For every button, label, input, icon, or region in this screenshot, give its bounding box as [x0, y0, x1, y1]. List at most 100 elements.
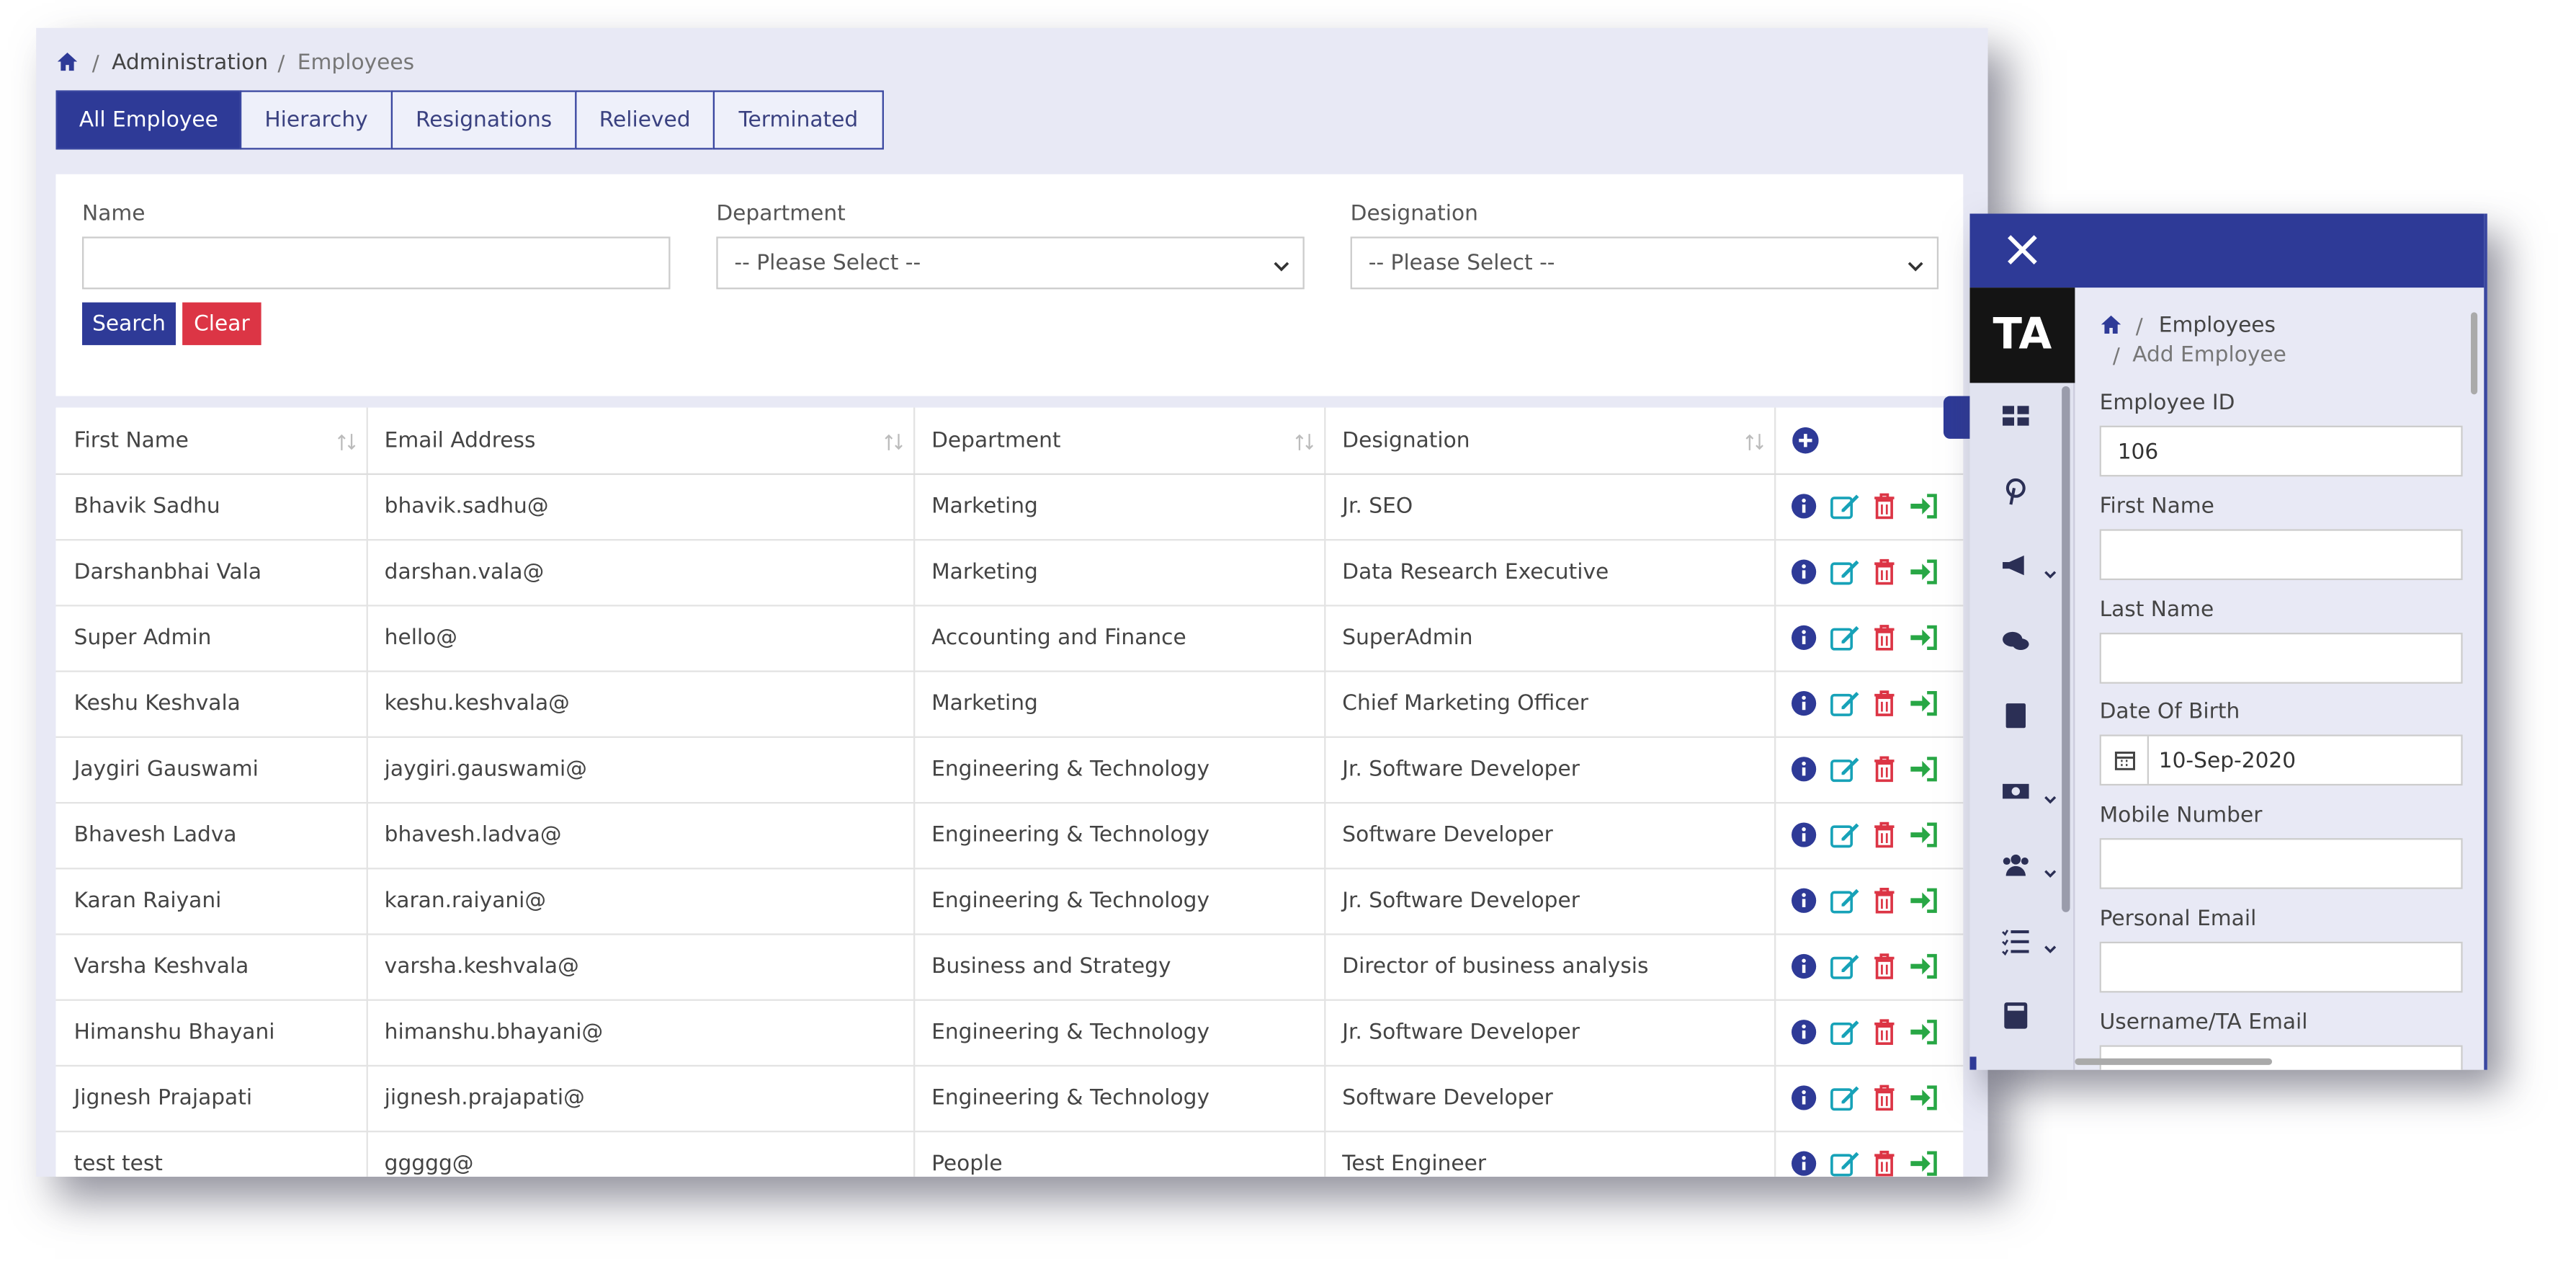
row-action[interactable] — [1909, 690, 1938, 716]
row-action[interactable] — [1830, 953, 1860, 979]
row-action[interactable] — [1830, 756, 1860, 783]
tab[interactable]: Relieved — [575, 90, 715, 150]
sort-icon[interactable] — [884, 432, 903, 452]
table-cell: Accounting and Finance — [931, 625, 1186, 651]
row-action[interactable] — [1791, 493, 1820, 519]
row-action[interactable] — [1830, 690, 1860, 716]
row-action[interactable] — [1909, 625, 1938, 651]
row-action[interactable] — [1909, 1085, 1938, 1110]
tab[interactable]: Terminated — [712, 90, 884, 150]
breadcrumb-link[interactable]: Employees — [2158, 313, 2276, 339]
filter-label: Designation — [1350, 202, 1479, 227]
bottom-scrollbar — [2075, 1058, 2273, 1065]
row-action[interactable] — [1873, 690, 1902, 716]
row-action[interactable] — [1791, 558, 1820, 584]
nav-icon[interactable] — [2001, 851, 2031, 881]
row-action[interactable] — [1873, 1150, 1902, 1177]
nav-icon[interactable] — [2001, 926, 2031, 956]
row-action[interactable] — [1830, 1019, 1860, 1046]
button[interactable]: Search — [82, 302, 176, 345]
row-action[interactable] — [1873, 493, 1902, 520]
row-action[interactable] — [1791, 756, 1820, 782]
table-cell: Engineering & Technology — [931, 823, 1210, 848]
filter-input[interactable]: -- Please Select -- — [716, 236, 1305, 290]
row-action[interactable] — [1909, 1150, 1938, 1176]
row-action[interactable] — [1791, 1085, 1820, 1110]
nav-icon[interactable] — [2001, 403, 2031, 432]
field-input[interactable] — [2099, 528, 2463, 580]
field-input[interactable] — [2099, 941, 2463, 993]
sort-icon[interactable] — [1294, 432, 1314, 452]
row-action[interactable] — [1873, 756, 1902, 783]
row-action[interactable] — [1873, 1019, 1902, 1046]
row-action[interactable] — [1791, 1150, 1820, 1176]
tab[interactable]: All Employee — [55, 90, 242, 150]
row-action[interactable] — [1791, 690, 1820, 716]
row-action[interactable] — [1830, 1150, 1860, 1177]
bottom-accent — [1969, 1056, 1977, 1070]
nav-icon[interactable] — [2001, 777, 2031, 806]
row-action[interactable] — [1830, 888, 1860, 914]
row-action[interactable] — [1791, 888, 1820, 914]
tab[interactable]: Resignations — [390, 90, 577, 150]
field-input[interactable] — [2099, 1044, 2463, 1070]
row-action[interactable] — [1873, 821, 1902, 848]
row-action[interactable] — [1909, 953, 1938, 979]
row-action[interactable] — [1873, 1085, 1902, 1111]
filter-input[interactable] — [82, 236, 671, 290]
row-action[interactable] — [1791, 1019, 1820, 1045]
logo-box: TA — [1969, 288, 2075, 383]
row-action[interactable] — [1909, 493, 1938, 519]
row-action[interactable] — [1873, 953, 1902, 979]
field-input[interactable]: 106 — [2099, 425, 2463, 477]
row-action[interactable] — [1873, 625, 1902, 651]
row-border — [55, 1131, 1964, 1133]
row-action[interactable] — [1873, 887, 1902, 914]
settings-tab[interactable] — [1943, 396, 1974, 439]
row-action[interactable] — [1830, 625, 1860, 651]
row-action[interactable] — [1791, 625, 1820, 651]
row-action[interactable] — [1830, 1085, 1860, 1111]
row-action[interactable] — [1830, 821, 1860, 848]
table-cell: test test — [73, 1152, 163, 1177]
nav-icon[interactable] — [2001, 702, 2031, 731]
table-cell: Director of business analysis — [1342, 955, 1649, 980]
breadcrumb-link[interactable]: Administration — [112, 50, 269, 76]
row-action[interactable] — [1909, 1019, 1938, 1045]
row-action[interactable] — [1909, 821, 1938, 847]
nav-icon[interactable] — [2001, 552, 2031, 582]
row-border — [55, 539, 1964, 541]
table-cell: bhavik.sadhu@ — [384, 494, 549, 520]
field-input[interactable]: 10-Sep-2020 — [2099, 735, 2463, 787]
field-input[interactable] — [2099, 632, 2463, 683]
add-employee-panel: TA / Employees / Add Employee Employee ID 106 F… — [1969, 213, 2487, 1070]
table-cell: Varsha Keshvala — [73, 955, 249, 980]
add-button[interactable] — [1792, 427, 1819, 454]
chevron — [1908, 257, 1924, 272]
sort-icon[interactable] — [1745, 432, 1764, 452]
nav-chevron — [2044, 861, 2057, 878]
row-action[interactable] — [1873, 558, 1902, 585]
table-cell: Engineering & Technology — [931, 1086, 1210, 1111]
row-action[interactable] — [1909, 558, 1938, 584]
nav-icon[interactable] — [2001, 1001, 2031, 1030]
table-cell: Karan Raiyani — [73, 889, 222, 914]
tab[interactable]: Hierarchy — [239, 90, 393, 150]
nav-icon[interactable] — [2001, 627, 2031, 656]
filter-input[interactable]: -- Please Select -- — [1350, 236, 1939, 290]
row-action[interactable] — [1791, 953, 1820, 979]
field-input[interactable] — [2099, 838, 2463, 890]
button[interactable]: Clear — [182, 302, 261, 345]
nav-icon[interactable] — [2001, 477, 2031, 507]
row-action[interactable] — [1830, 558, 1860, 585]
table-cell: varsha.keshvala@ — [384, 955, 579, 980]
table-cell: jaygiri.gauswami@ — [384, 757, 587, 783]
row-action[interactable] — [1909, 888, 1938, 914]
row-action[interactable] — [1909, 756, 1938, 782]
close-button[interactable] — [2006, 233, 2039, 267]
home-icon[interactable] — [2100, 314, 2123, 336]
sort-icon[interactable] — [337, 432, 357, 452]
home-icon[interactable] — [56, 51, 79, 73]
row-action[interactable] — [1830, 493, 1860, 520]
row-action[interactable] — [1791, 821, 1820, 847]
